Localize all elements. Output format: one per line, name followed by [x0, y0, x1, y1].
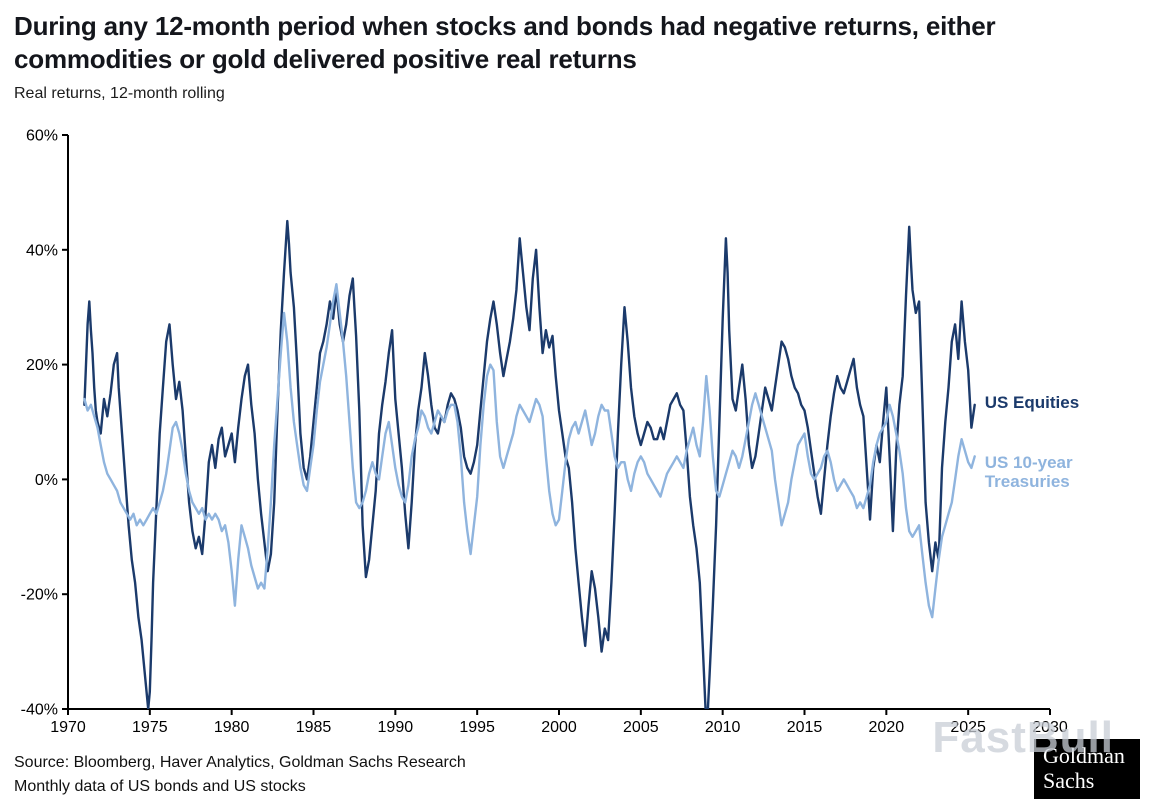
x-tick-label: 1995 [459, 719, 495, 735]
source-note: Source: Bloomberg, Haver Analytics, Gold… [14, 751, 466, 799]
x-tick-label: 2010 [705, 719, 741, 735]
x-tick-label: 2020 [869, 719, 905, 735]
y-tick-label: -20% [21, 587, 58, 604]
us-10-year-treasuries-line [83, 282, 976, 619]
x-tick-label: 2005 [623, 719, 659, 735]
axes [67, 135, 1050, 710]
logo-line-goldman: Goldman [1043, 743, 1125, 768]
source-line-2: Monthly data of US bonds and US stocks [14, 778, 306, 796]
y-tick-label: 40% [26, 242, 58, 259]
chart-subtitle: Real returns, 12-month rolling [14, 85, 225, 102]
x-tick-label: 1990 [378, 719, 414, 735]
line-chart: 60% 40% 20% 0% -20% -40%1970 1975 1980 1985 1990 1… [21, 128, 1080, 736]
x-tick-label: 1980 [214, 719, 250, 735]
goldman-sachs-logo: Goldman Sachs [1034, 739, 1140, 800]
footer: Source: Bloomberg, Haver Analytics, Gold… [14, 739, 1140, 800]
y-tick-label: 20% [26, 357, 58, 374]
us-equities-line [83, 219, 976, 709]
x-tick-label: 2015 [787, 719, 823, 735]
y-tick-label: 0% [35, 472, 58, 489]
x-tick-label: 2030 [1032, 719, 1068, 735]
logo-line-sachs: Sachs [1043, 767, 1095, 793]
us-10-year-treasuries-label: US 10-year [985, 453, 1073, 472]
x-tick-label: 1975 [132, 719, 168, 735]
x-tick-label: 2025 [950, 719, 986, 735]
chart-title: During any 12-month period when stocks a… [14, 11, 996, 74]
chart-area: 60% 40% 20% 0% -20% -40% 1970 1975 1980 1985 1990 1… [14, 117, 1140, 763]
us-equities-label: US Equities [985, 393, 1079, 412]
x-tick-label: 1985 [296, 719, 332, 735]
x-tick-label: 1970 [50, 719, 86, 735]
us-10-year-treasuries-label: Treasuries [985, 472, 1070, 491]
y-tick-label: 60% [26, 128, 58, 145]
source-line-1: Source: Bloomberg, Haver Analytics, Gold… [14, 754, 466, 772]
y-tick-label: -40% [21, 702, 58, 719]
x-tick-label: 2000 [541, 719, 577, 735]
